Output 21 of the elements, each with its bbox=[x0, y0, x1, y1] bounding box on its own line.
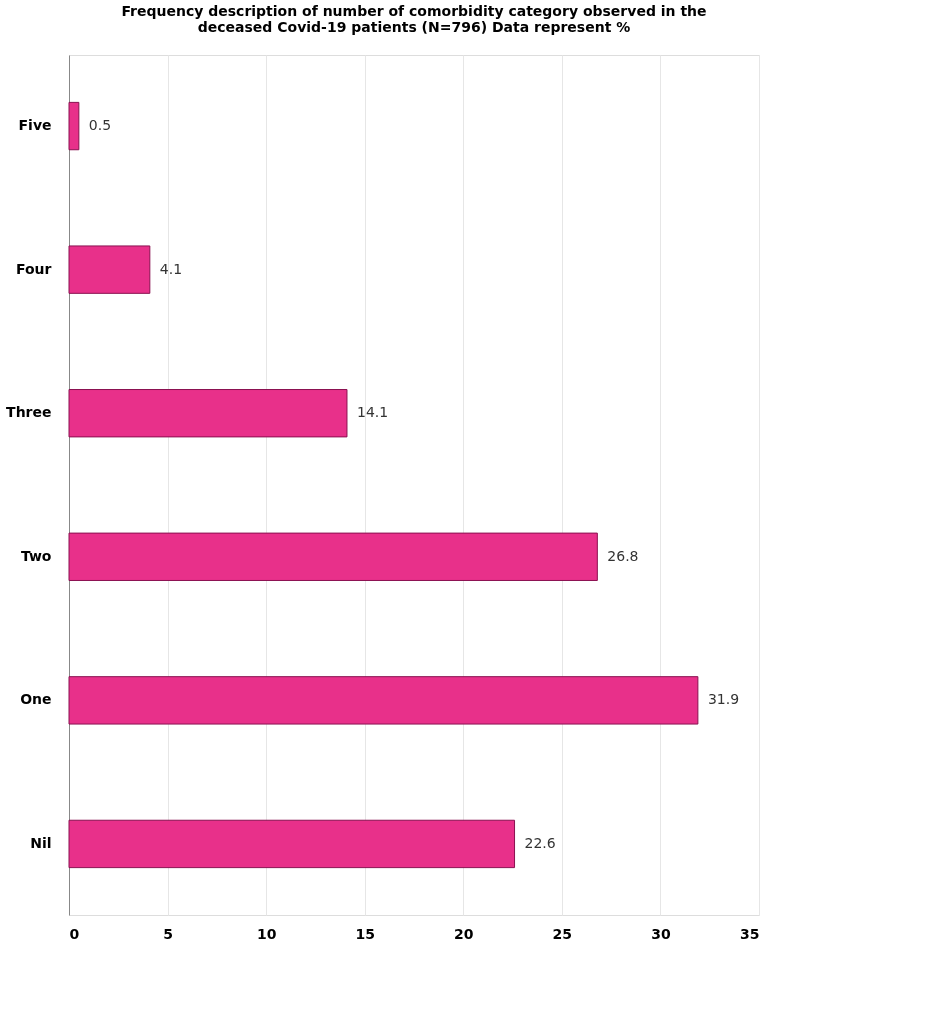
x-tick-label: 0 bbox=[69, 925, 80, 942]
x-tick-label: 10 bbox=[256, 925, 277, 942]
data-label: 4.1 bbox=[159, 260, 183, 277]
x-tick-label: 20 bbox=[454, 925, 474, 942]
y-tick-label: Four bbox=[16, 260, 52, 277]
y-tick-label: Two bbox=[20, 547, 52, 564]
data-label: 0.5 bbox=[88, 117, 112, 134]
data-label: 26.8 bbox=[607, 547, 639, 564]
x-tick-label: 25 bbox=[552, 925, 573, 942]
y-tick-label: Nil bbox=[30, 834, 52, 851]
x-tick-label: 5 bbox=[163, 925, 173, 942]
data-label: 22.6 bbox=[524, 834, 556, 851]
chart-title: Frequency description of number of comorbidity category observed in the deceased Covid-19 patients (N=796) Data represent % bbox=[121, 3, 707, 35]
x-tick-label: 30 bbox=[651, 925, 671, 942]
data-label: 31.9 bbox=[707, 691, 740, 708]
data-label: 14.1 bbox=[356, 404, 389, 421]
y-tick-label: Five bbox=[18, 117, 52, 134]
y-tick-label: One bbox=[20, 691, 52, 708]
x-tick-label: 15 bbox=[355, 925, 375, 942]
x-tick-label: 35 bbox=[740, 925, 760, 942]
y-tick-label: Three bbox=[6, 404, 52, 421]
